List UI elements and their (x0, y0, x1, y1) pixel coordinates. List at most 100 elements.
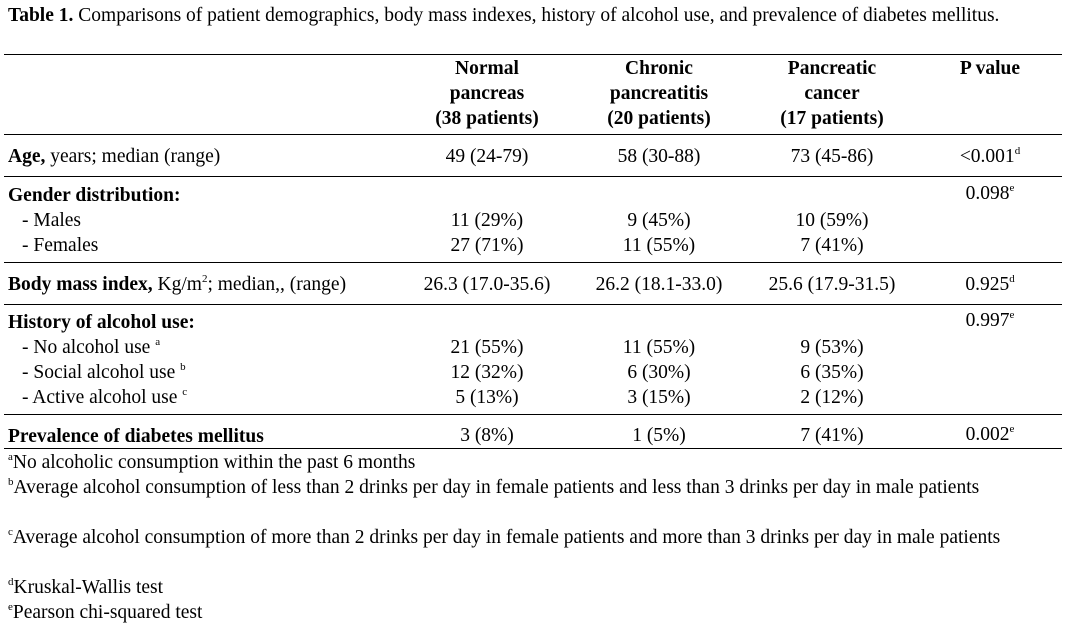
label-bold: Body mass index, (8, 274, 153, 295)
footnote-e: ePearson chi-squared test (8, 600, 1058, 625)
footnote-text: Pearson chi-squared test (12, 602, 203, 623)
cell-diabetes-normal: 3 (8%) (460, 425, 514, 446)
p-value: 0.002 (965, 424, 1010, 445)
footnote-d: dKruskal-Wallis test (8, 575, 1058, 600)
cell-females-cancer: 7 (41%) (800, 235, 864, 256)
col-header-line: Chronic (625, 58, 693, 79)
label-sup: c (182, 385, 188, 398)
cell-males-cancer: 10 (59%) (795, 210, 869, 231)
p-value: <0.001 (959, 146, 1015, 167)
p-footnote-mark: e (1009, 181, 1015, 194)
top-rule (4, 54, 1062, 55)
footnote-mark: d (8, 575, 14, 588)
p-value: 0.098 (965, 183, 1010, 204)
row-label-active-alcohol: - Active alcohol use c (22, 385, 187, 410)
col-header-cancer: Pancreatic cancer (17 patients) (742, 56, 922, 131)
cell-active-alcohol-cancer: 2 (12%) (800, 387, 864, 408)
row-label-no-alcohol: - No alcohol use a (22, 335, 160, 360)
row-label-bmi: Body mass index, Kg/m2; median,, (range) (8, 272, 346, 297)
label-bold: Prevalence of diabetes mellitus (8, 426, 264, 447)
footnote-text: Kruskal-Wallis test (13, 577, 164, 598)
row-label-age: Age, years; median (range) (8, 144, 220, 169)
caption-text: Comparisons of patient demographics, bod… (78, 5, 1000, 26)
cell-females-chronic: 11 (55%) (622, 235, 696, 256)
col-header-line: (20 patients) (607, 108, 711, 129)
col-header-line: Normal (455, 58, 519, 79)
cell-diabetes-cancer: 7 (41%) (800, 425, 864, 446)
cell-age-pvalue: <0.001d (910, 144, 1065, 169)
label-rest: years; median (range) (45, 146, 221, 167)
label-bold: History of alcohol use: (8, 312, 195, 333)
footnote-b: bAverage alcohol consumption of less tha… (8, 475, 1058, 500)
cell-age-normal: 49 (24-79) (445, 146, 529, 167)
col-header-line: Pancreatic (787, 58, 877, 79)
col-header-line: P value (959, 58, 1021, 79)
label-rest: ; median,, (range) (207, 274, 347, 295)
footnote-text: No alcoholic consumption within the past… (12, 452, 416, 473)
cell-diabetes-pvalue: 0.002e (910, 422, 1065, 447)
footnote-mark: b (8, 475, 14, 488)
row-label-alcohol: History of alcohol use: (8, 310, 195, 335)
cell-age-cancer: 73 (45-86) (790, 146, 874, 167)
cell-social-alcohol-chronic: 6 (30%) (627, 362, 691, 383)
footnote-mark: c (8, 525, 13, 538)
p-value: 0.997 (965, 310, 1010, 331)
cell-no-alcohol-chronic: 11 (55%) (622, 337, 696, 358)
cell-active-alcohol-chronic: 3 (15%) (627, 387, 691, 408)
cell-bmi-cancer: 25.6 (17.9-31.5) (768, 274, 896, 295)
col-header-line: pancreas (449, 83, 525, 104)
row-rule (4, 304, 1062, 305)
cell-social-alcohol-cancer: 6 (35%) (800, 362, 864, 383)
cell-active-alcohol-normal: 5 (13%) (455, 387, 519, 408)
p-footnote-mark: d (1014, 144, 1021, 157)
row-rule (4, 262, 1062, 263)
cell-bmi-chronic: 26.2 (18.1-33.0) (595, 274, 723, 295)
row-label-males: - Males (22, 210, 82, 231)
row-label-diabetes: Prevalence of diabetes mellitus (8, 424, 264, 449)
col-header-line: (17 patients) (780, 108, 884, 129)
p-footnote-mark: d (1009, 272, 1015, 285)
cell-bmi-pvalue: 0.925d (910, 272, 1065, 297)
label-rest: Kg/m (152, 274, 202, 295)
footnote-a: aNo alcoholic consumption within the pas… (8, 450, 1058, 475)
cell-females-normal: 27 (71%) (450, 235, 524, 256)
label-text: - Active alcohol use (22, 387, 183, 408)
footnote-text: Average alcohol consumption of less than… (13, 477, 980, 498)
col-header-pvalue: P value (900, 56, 1065, 81)
col-header-line: cancer (804, 83, 860, 104)
label-sup: 2 (201, 272, 208, 285)
label-text: - Social alcohol use (22, 362, 181, 383)
cell-males-chronic: 9 (45%) (627, 210, 691, 231)
table-caption: Table 1. Comparisons of patient demograp… (8, 4, 1058, 28)
cell-males-normal: 11 (29%) (450, 210, 524, 231)
row-label-social-alcohol: - Social alcohol use b (22, 360, 186, 385)
cell-social-alcohol-normal: 12 (32%) (450, 362, 524, 383)
label-bold: Age, (8, 146, 46, 167)
bottom-rule (4, 448, 1062, 449)
row-label-females: - Females (22, 235, 99, 256)
cell-no-alcohol-normal: 21 (55%) (450, 337, 524, 358)
label-text: - No alcohol use (22, 337, 156, 358)
row-rule (4, 176, 1062, 177)
col-header-chronic: Chronic pancreatitis (20 patients) (569, 56, 749, 131)
cell-gender-pvalue: 0.098e (910, 181, 1065, 206)
footnote-text: Average alcohol consumption of more than… (12, 527, 1001, 548)
header-rule (4, 134, 1062, 135)
p-footnote-mark: e (1009, 308, 1015, 321)
p-footnote-mark: e (1009, 422, 1015, 435)
cell-diabetes-chronic: 1 (5%) (632, 425, 686, 446)
footnote-mark: e (8, 600, 13, 613)
cell-age-chronic: 58 (30-88) (617, 146, 701, 167)
label-bold: Gender distribution: (8, 185, 181, 206)
col-header-line: pancreatitis (609, 83, 709, 104)
row-rule (4, 414, 1062, 415)
caption-label: Table 1. (8, 5, 74, 26)
col-header-normal: Normal pancreas (38 patients) (397, 56, 577, 131)
col-header-line: (38 patients) (435, 108, 539, 129)
label-sup: a (155, 335, 161, 348)
cell-bmi-normal: 26.3 (17.0-35.6) (423, 274, 551, 295)
cell-alcohol-pvalue: 0.997e (910, 308, 1065, 333)
cell-no-alcohol-cancer: 9 (53%) (800, 337, 864, 358)
label-sup: b (180, 360, 186, 373)
row-label-gender: Gender distribution: (8, 183, 180, 208)
